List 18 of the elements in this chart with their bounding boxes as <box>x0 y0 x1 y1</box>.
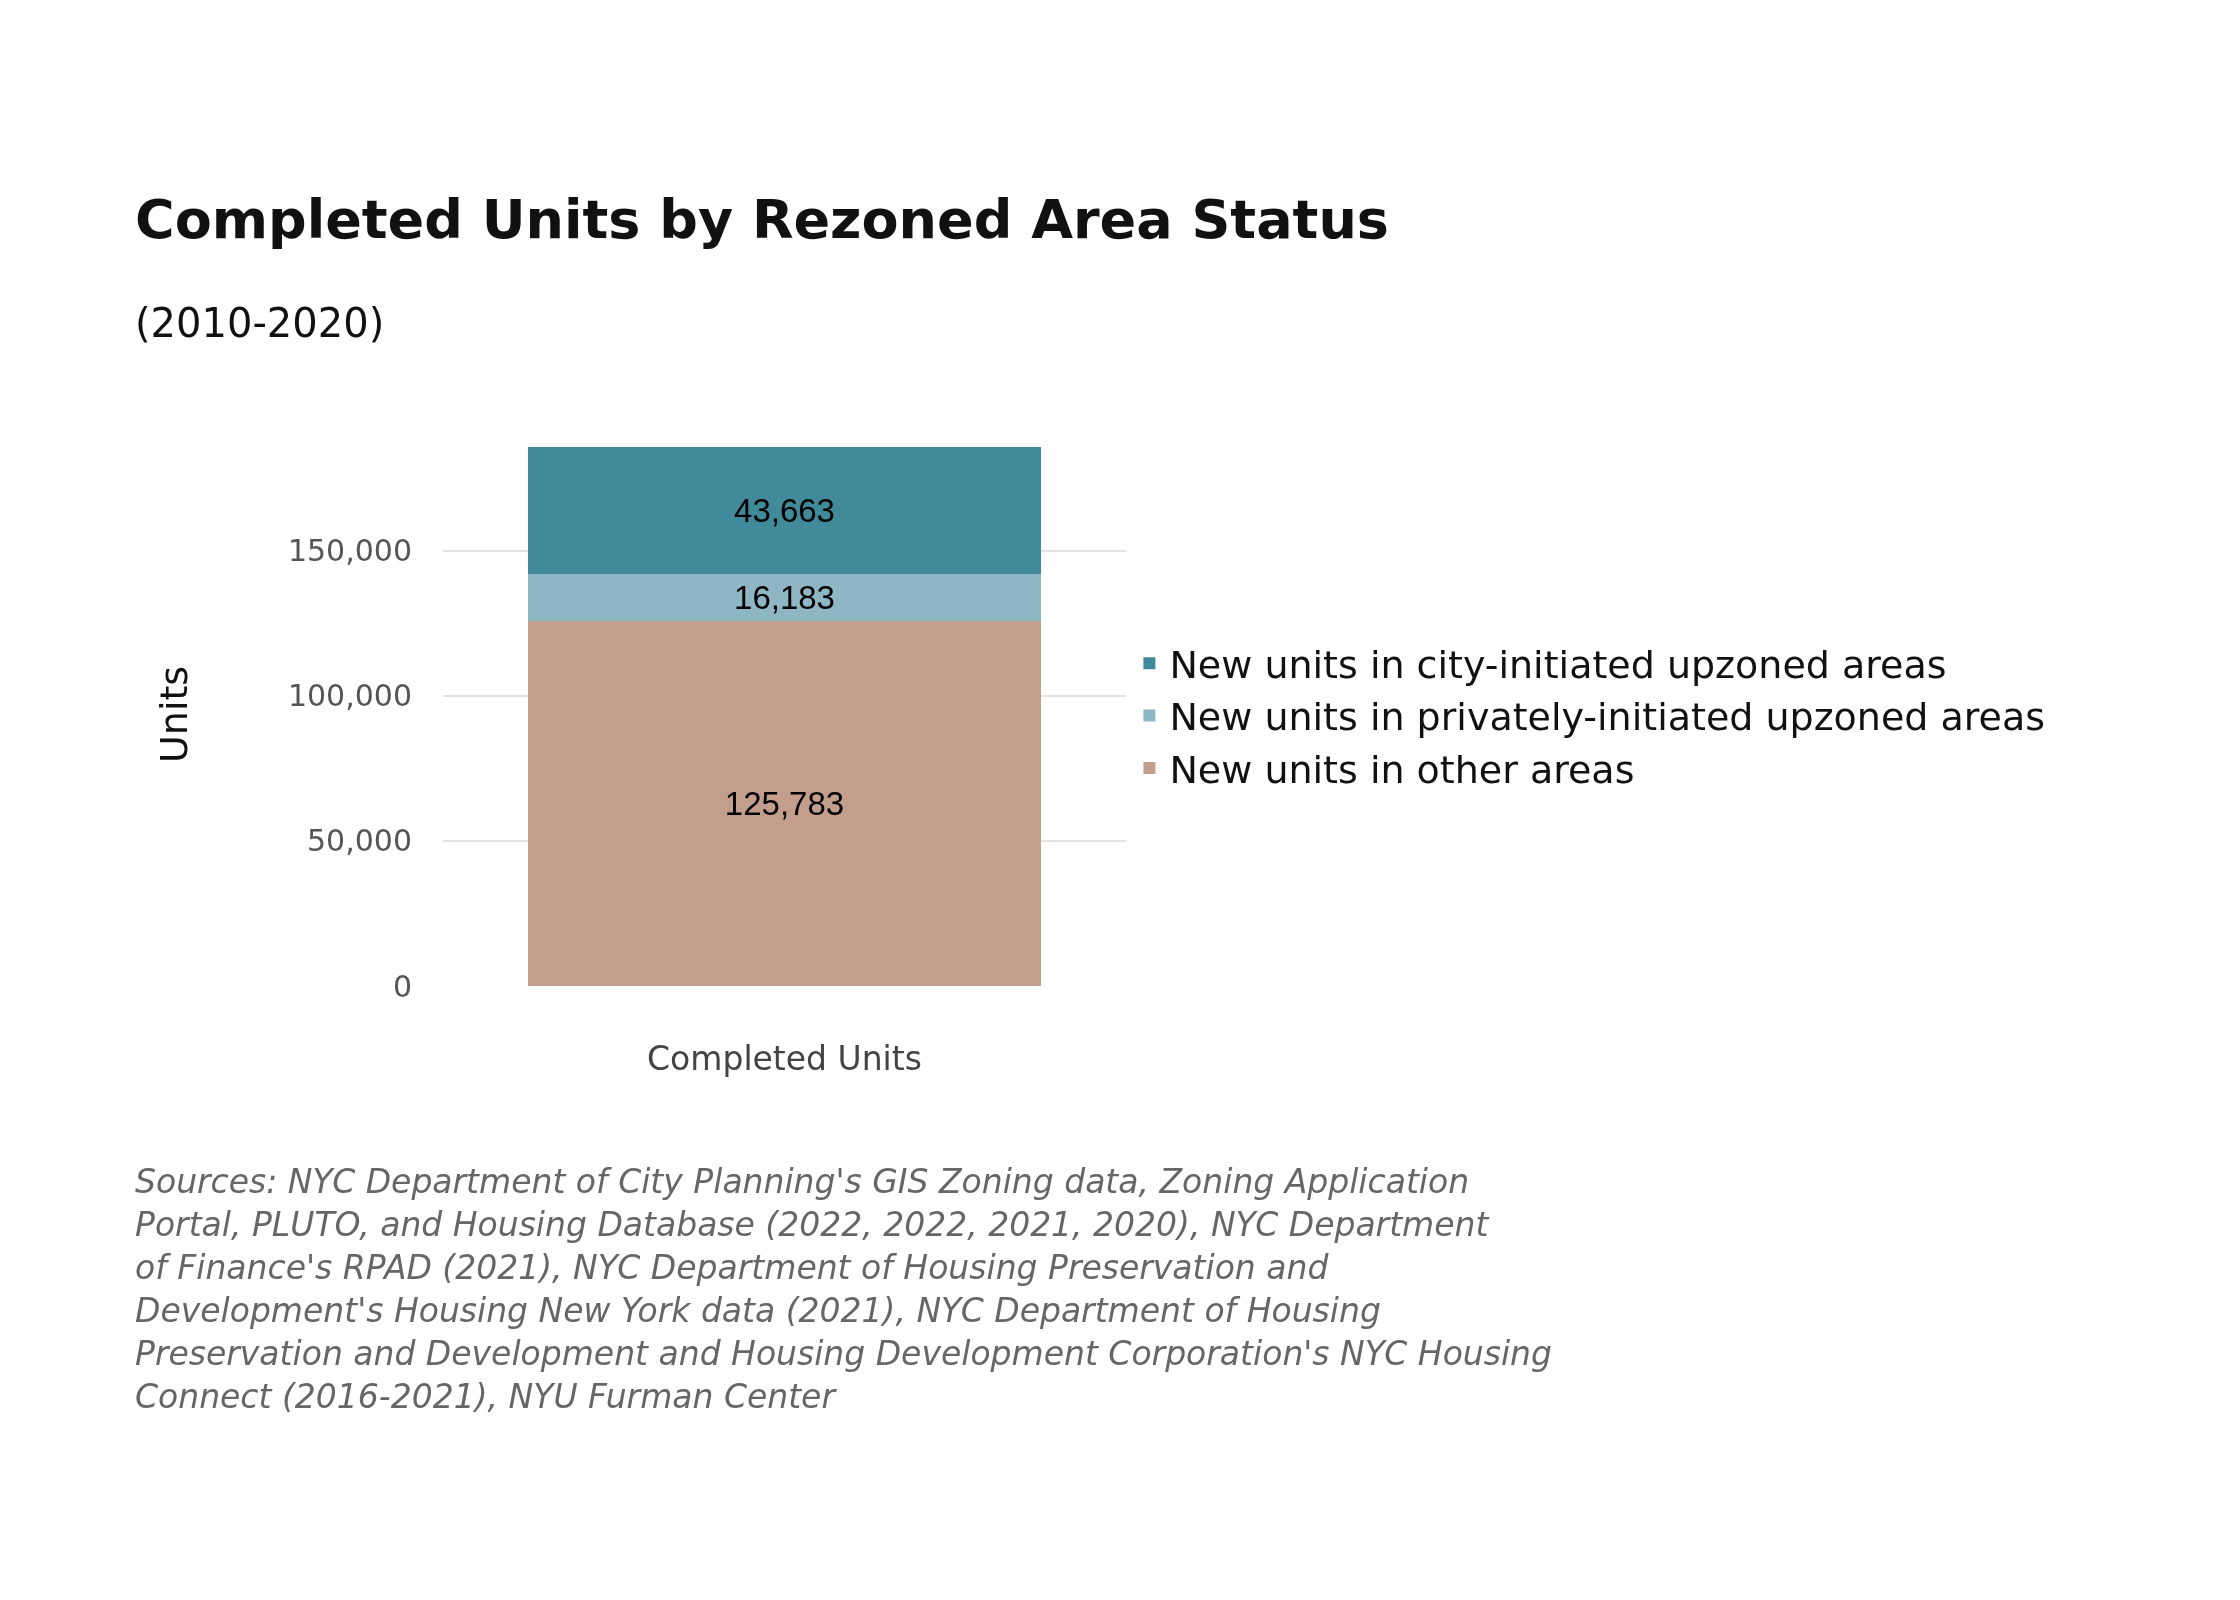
legend-label: New units in other areas <box>1169 747 1635 792</box>
y-axis-title: Units <box>152 665 196 763</box>
chart-title: Completed Units by Rezoned Area Status <box>135 188 1389 251</box>
source-note: Sources: NYC Department of City Planning's GIS Zoning data, Zoning Application Portal, PLUTO, and Housing Database (2022, 2022, 2021, 2020), NYC Department of Finance's RPAD (2021), NYC Department of Housing Preservation and Development's Housing New York data (2021), NYC Department of Housing Preservation and Development and Housing Development Corporation's NYC Housing Connect (2016-2021), NYU Furman Center <box>135 1162 1552 1416</box>
y-tick-label: 0 <box>392 968 412 1004</box>
bar <box>528 573 1041 621</box>
y-tick-label: 100,000 <box>287 678 412 714</box>
data-label: 16,183 <box>734 578 835 616</box>
legend-label: New units in city-initiated upzoned areas <box>1169 643 1947 688</box>
x-tick-label: Completed Units <box>647 1039 922 1078</box>
bar <box>528 620 1041 986</box>
bar <box>528 447 1041 574</box>
y-tick-label: 50,000 <box>307 823 412 859</box>
y-tick-label: 150,000 <box>287 533 412 569</box>
data-label: 43,663 <box>734 491 835 529</box>
legend-label: New units in privately-initiated upzoned areas <box>1169 695 2046 740</box>
data-label: 125,783 <box>724 784 845 822</box>
chart-subtitle: (2010-2020) <box>135 300 385 346</box>
